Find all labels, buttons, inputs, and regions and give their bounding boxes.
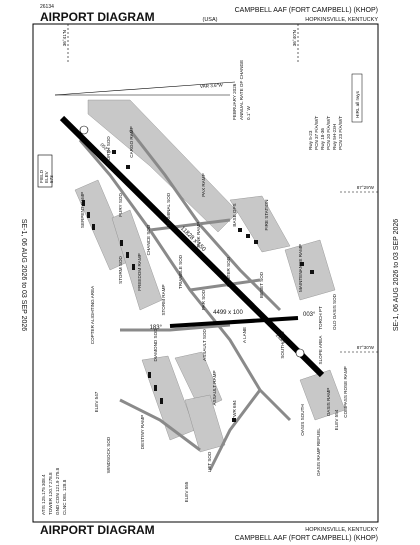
area-label: SERPENT RAMP <box>80 192 85 228</box>
taxiways <box>78 129 292 471</box>
area-label: TRIANGLE SOD <box>178 254 183 289</box>
area-label: SOUTH SOD <box>280 331 285 359</box>
area-label: CARGO RAMP <box>129 126 134 157</box>
area-label: ELEV 547 <box>94 391 99 412</box>
magnetic-variation: VAR 3.6°W <box>200 82 224 89</box>
hirl-box <box>351 73 363 123</box>
runway-18-36 <box>169 316 299 328</box>
field-elev: 573 <box>49 175 54 183</box>
area-label: COMPASS ROSE RAMP <box>343 366 348 417</box>
variation-change: ANNUAL RATE OF CHANGE <box>239 60 244 120</box>
area-labels: NORTH SOD CARGO RAMP SERPENT RAMP FURY SOD T… <box>80 126 348 502</box>
longitude-label: 87°29'W <box>357 185 375 190</box>
effective-date: SE-1, 06 AUG 2026 to 03 SEP 2026 <box>393 219 400 331</box>
latitude-label: 36°40'N <box>292 30 297 46</box>
frequencies: ATIS 125.175 308.4 TOWER 120.7 278.8 GND C… <box>41 467 67 515</box>
area-label: PAX RAMP <box>201 173 206 196</box>
runway-info-line: PCN 37 F/A/W/T <box>314 116 319 150</box>
country: (USA) <box>203 17 218 23</box>
header-title: AIRPORT DIAGRAM <box>40 10 155 24</box>
effective-date: SE-1, 06 AUG 2026 to 03 SEP 2026 <box>20 219 27 331</box>
area-label: OASIS SOUTH <box>300 404 305 435</box>
area-label: COPTER ALIGHTING AREA <box>90 285 95 344</box>
field-elev: FIELD <box>39 169 44 183</box>
area-label: STORM RAMP <box>161 284 166 315</box>
runway-heading: 003° <box>303 312 316 318</box>
area-label: MAINTENANCE RAMP <box>298 244 303 292</box>
area-label: WINDSOCK SOD <box>106 436 111 473</box>
area-label: TANK RAMP <box>196 222 201 248</box>
runway-end-marker <box>295 348 305 358</box>
buildings <box>82 150 314 422</box>
area-label: OLD OASIS SOD <box>332 293 337 330</box>
frequency: GND CON 121.9 275.8 <box>55 467 60 515</box>
area-label: CENTER SOD <box>226 256 231 287</box>
area-label: CHANCE SOD <box>146 224 151 255</box>
frequency: TOWER 120.7 278.8 <box>48 472 53 515</box>
runway-dimensions: 4499 x 100 <box>213 310 243 316</box>
area-label: FREEDOM RAMP <box>137 253 142 291</box>
runway-info-line: PCN 23 F/A/W/T <box>338 116 343 150</box>
runway-5-23 <box>59 115 325 378</box>
chart-code: 26134 <box>40 4 54 10</box>
field-elev-box <box>37 154 53 188</box>
area-label: OASIS RAMP <box>326 388 331 417</box>
frame <box>32 23 379 523</box>
area-label: FURY SOD <box>118 193 123 217</box>
latitude-label: 36°41'N <box>62 30 67 46</box>
frequency: ATIS 125.175 308.4 <box>41 474 46 515</box>
variation-arrow <box>54 81 236 96</box>
frequency: CLNC DEL 128.8 <box>62 479 67 515</box>
area-label: TERMINAL SOD <box>166 192 171 227</box>
airport-name: CAMPBELL AAF (FORT CAMPBELL) (KHOP) <box>235 7 378 14</box>
area-label: PAR SOD <box>201 289 206 310</box>
runway-info-line: Rwy 5-23 <box>308 130 313 150</box>
area-label: TWR 694 <box>232 400 237 420</box>
longitude-label: 87°30'W <box>357 345 375 350</box>
city: HOPKINSVILLE, KENTUCKY <box>305 17 378 23</box>
area-label: DESTINY RAMP <box>140 415 145 449</box>
area-label: BASE OPS <box>232 203 237 226</box>
area-label: ELEV 555 <box>184 481 189 502</box>
runway-info-line: Rwy 18-36 <box>320 128 325 150</box>
area-label: LIFT SOD <box>207 451 212 472</box>
area-label: SLOPE AREA <box>318 335 323 365</box>
hirl-note: HIRL all rwys <box>355 90 360 118</box>
runway-info: Rwy 5-23 PCN 37 F/A/W/T Rwy 18-36 PCN 20 F/… <box>308 116 343 150</box>
variation-change: 0.1° W <box>246 106 251 120</box>
area-label: ELEV 554 <box>334 409 339 430</box>
area-label: OASIS RAMP REFUEL <box>316 428 321 476</box>
area-label: DIAMOND SOD <box>153 328 158 362</box>
area-label: FIRE STATION <box>264 200 269 231</box>
area-label: A LANE <box>242 327 247 343</box>
area-label: ASSAULT SOD <box>202 328 207 360</box>
variation-change: FEBRUARY 2026 <box>232 83 237 120</box>
area-label: TORCH PT <box>318 306 323 330</box>
field-elev: ELEV <box>44 170 49 183</box>
runway-info-line: Rwy 5H-23H <box>332 124 337 150</box>
footer-city: HOPKINSVILLE, KENTUCKY <box>305 527 378 533</box>
ramps <box>74 99 346 453</box>
footer-airport: CAMPBELL AAF (FORT CAMPBELL) (KHOP) <box>235 535 378 542</box>
area-label: ASSAULT RAMP <box>212 370 217 405</box>
area-label: BESET SOD <box>259 271 264 298</box>
area-label: NORTH SOD <box>106 136 111 164</box>
runway-heading: 183° <box>150 325 163 331</box>
footer-title: AIRPORT DIAGRAM <box>40 523 155 537</box>
area-label: STORM SOD <box>118 255 123 283</box>
runway-end-marker <box>79 125 89 135</box>
runway-info-line: PCN 20 F/A/W/T <box>326 116 331 150</box>
